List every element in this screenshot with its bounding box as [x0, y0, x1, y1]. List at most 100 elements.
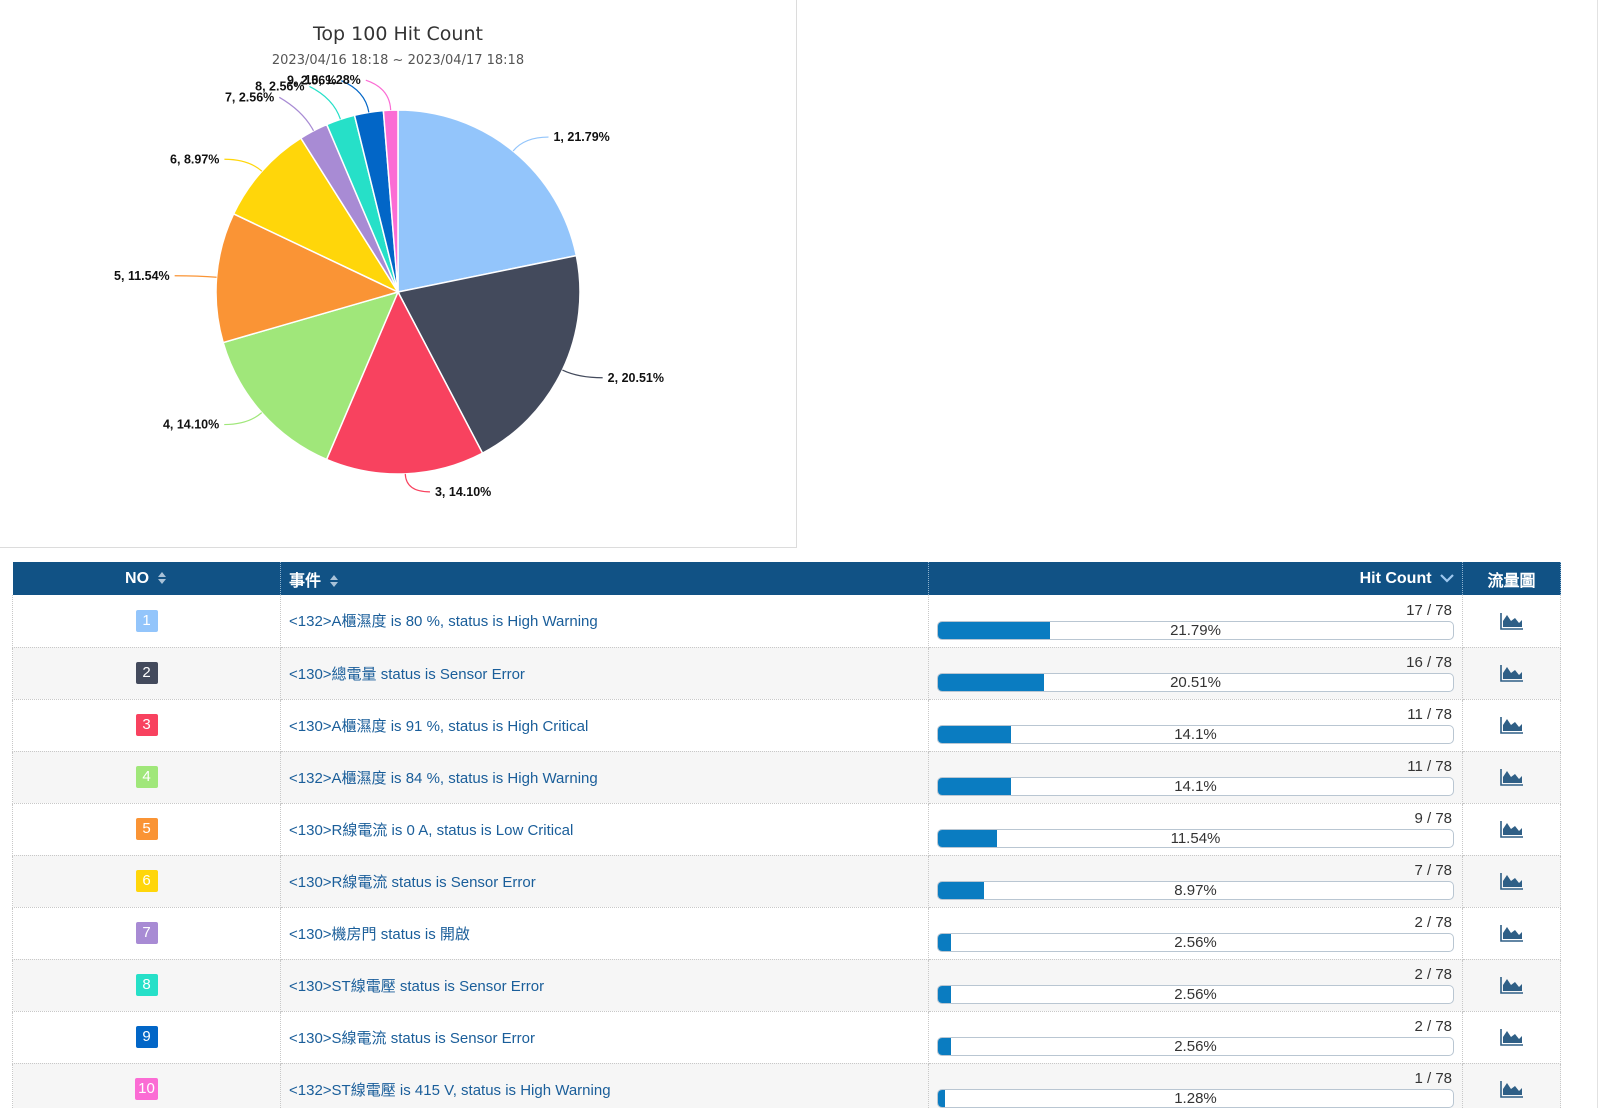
area-chart-icon[interactable] — [1499, 1080, 1524, 1098]
hit-progress-bar: 8.97% — [937, 881, 1454, 900]
pie-data-label-6: 6, 8.97% — [170, 152, 219, 166]
row-hit-count-cell: 2 / 78 2.56% — [928, 1011, 1463, 1064]
hit-count-value: 9 / 78 — [1414, 810, 1452, 827]
pie-slice-4[interactable] — [222, 290, 400, 461]
column-header-hit-count-label: Hit Count — [1359, 569, 1432, 587]
pie-slice-1[interactable] — [397, 109, 578, 293]
hit-count-value: 11 / 78 — [1407, 758, 1452, 775]
column-header-hit-count[interactable]: Hit Count — [928, 562, 1463, 595]
pie-data-label-8: 8, 2.56% — [255, 79, 304, 93]
hit-progress-bar: 14.1% — [937, 725, 1454, 744]
row-no-cell: 8 — [12, 959, 281, 1012]
table-row: 3 <130>A櫃濕度 is 91 %, status is High Crit… — [12, 699, 1585, 752]
area-chart-icon[interactable] — [1499, 924, 1524, 942]
row-no-cell: 9 — [12, 1011, 281, 1064]
area-chart-icon[interactable] — [1499, 664, 1524, 682]
table-row: 7 <130>機房門 status is 開啟 2 / 78 2.56% — [12, 907, 1585, 960]
pie-chart: Top 100 Hit Count 2023/04/16 18:18 ~ 202… — [114, 23, 664, 499]
pie-slice-10[interactable] — [382, 109, 399, 293]
chart-title: Top 100 Hit Count — [312, 23, 483, 45]
row-event-cell: <130>機房門 status is 開啟 — [280, 907, 929, 960]
event-link[interactable]: <130>R線電流 status is Sensor Error — [289, 873, 536, 891]
column-header-event[interactable]: 事件 — [280, 562, 929, 595]
event-link[interactable]: <132>A櫃濕度 is 80 %, status is High Warnin… — [289, 613, 598, 631]
hit-progress-fill — [938, 621, 1051, 639]
hit-count-box: 17 / 78 21.79% — [937, 599, 1454, 643]
row-hit-count-cell: 16 / 78 20.51% — [928, 647, 1463, 700]
hit-percentage: 11.54% — [1170, 830, 1221, 847]
hit-count-value: 2 / 78 — [1414, 966, 1452, 983]
row-number-badge: 9 — [135, 1026, 158, 1048]
table-row: 9 <130>S線電流 status is Sensor Error 2 / 7… — [12, 1011, 1585, 1064]
pie-data-label-9: 9, 2.56% — [287, 74, 336, 88]
event-link[interactable]: <130>S線電流 status is Sensor Error — [289, 1029, 535, 1047]
hit-percentage: 21.79% — [1170, 621, 1221, 639]
row-flow-cell — [1462, 855, 1561, 908]
event-link[interactable]: <130>ST線電壓 status is Sensor Error — [289, 977, 545, 995]
event-link[interactable]: <130>A櫃濕度 is 91 %, status is High Critic… — [289, 717, 589, 735]
event-link[interactable]: <130>總電量 status is Sensor Error — [289, 665, 525, 683]
row-event-cell: <130>A櫃濕度 is 91 %, status is High Critic… — [280, 699, 929, 752]
pie-connector-8 — [309, 85, 342, 120]
hit-count-value: 2 / 78 — [1414, 1018, 1452, 1035]
row-no-cell: 10 — [12, 1063, 281, 1108]
hit-percentage: 2.56% — [1174, 1038, 1217, 1055]
pie-connector-7 — [279, 96, 315, 132]
hit-count-value: 11 / 78 — [1407, 706, 1452, 723]
row-flow-cell — [1462, 647, 1561, 700]
area-chart-icon[interactable] — [1499, 716, 1524, 734]
hit-count-value: 16 / 78 — [1406, 654, 1452, 671]
row-number-badge: 10 — [135, 1078, 158, 1100]
row-hit-count-cell: 7 / 78 8.97% — [928, 855, 1463, 908]
area-chart-icon[interactable] — [1499, 612, 1524, 630]
hit-progress-fill — [938, 1090, 945, 1107]
sort-icon — [158, 572, 167, 585]
page-right-border — [1597, 0, 1598, 1108]
column-header-no[interactable]: NO — [12, 562, 281, 595]
hit-progress-bar: 20.51% — [937, 673, 1454, 692]
row-spacer — [1560, 699, 1585, 751]
row-number-badge: 2 — [135, 662, 158, 684]
pie-connector-10 — [365, 79, 392, 111]
area-chart-icon[interactable] — [1499, 1028, 1524, 1046]
event-link[interactable]: <132>A櫃濕度 is 84 %, status is High Warnin… — [289, 769, 598, 787]
row-flow-cell — [1462, 907, 1561, 960]
hit-percentage: 2.56% — [1174, 986, 1217, 1003]
area-chart-icon[interactable] — [1499, 820, 1524, 838]
hit-percentage: 1.28% — [1174, 1090, 1217, 1107]
hit-progress-bar: 2.56% — [937, 985, 1454, 1004]
pie-slice-3[interactable] — [325, 290, 484, 475]
area-chart-icon[interactable] — [1499, 768, 1524, 786]
row-number-badge: 8 — [135, 974, 158, 996]
hit-progress-fill — [938, 882, 985, 899]
pie-connector-5 — [174, 275, 217, 278]
pie-slice-2[interactable] — [396, 254, 581, 455]
event-link[interactable]: <130>機房門 status is 開啟 — [289, 925, 470, 943]
row-event-cell: <130>R線電流 status is Sensor Error — [280, 855, 929, 908]
row-hit-count-cell: 11 / 78 14.1% — [928, 699, 1463, 752]
row-flow-cell — [1462, 595, 1561, 648]
row-spacer — [1560, 647, 1585, 699]
table-header-row: NO 事件 Hit Count 流量圖 — [12, 562, 1585, 595]
row-spacer — [1560, 751, 1585, 803]
event-link[interactable]: <130>R線電流 is 0 A, status is Low Critical — [289, 821, 574, 839]
event-link[interactable]: <132>ST線電壓 is 415 V, status is High Warn… — [289, 1081, 611, 1099]
pie-data-label-2: 2, 20.51% — [608, 371, 664, 385]
hit-count-box: 2 / 78 2.56% — [937, 1015, 1454, 1059]
hit-progress-fill — [938, 986, 952, 1003]
row-number-badge: 1 — [135, 609, 158, 632]
hit-progress-fill — [938, 726, 1011, 743]
row-spacer — [1560, 595, 1585, 647]
row-spacer — [1560, 855, 1585, 907]
pie-data-label-10: 10, 1.28% — [304, 73, 360, 87]
sort-desc-icon — [1440, 574, 1454, 583]
row-spacer — [1560, 1011, 1585, 1063]
area-chart-icon[interactable] — [1499, 976, 1524, 994]
table-row: 8 <130>ST線電壓 status is Sensor Error 2 / … — [12, 959, 1585, 1012]
hit-progress-fill — [938, 1038, 952, 1055]
table-row: 6 <130>R線電流 status is Sensor Error 7 / 7… — [12, 855, 1585, 908]
row-event-cell: <130>S線電流 status is Sensor Error — [280, 1011, 929, 1064]
area-chart-icon[interactable] — [1499, 872, 1524, 890]
hit-percentage: 14.1% — [1174, 778, 1217, 795]
row-event-cell: <130>總電量 status is Sensor Error — [280, 647, 929, 700]
